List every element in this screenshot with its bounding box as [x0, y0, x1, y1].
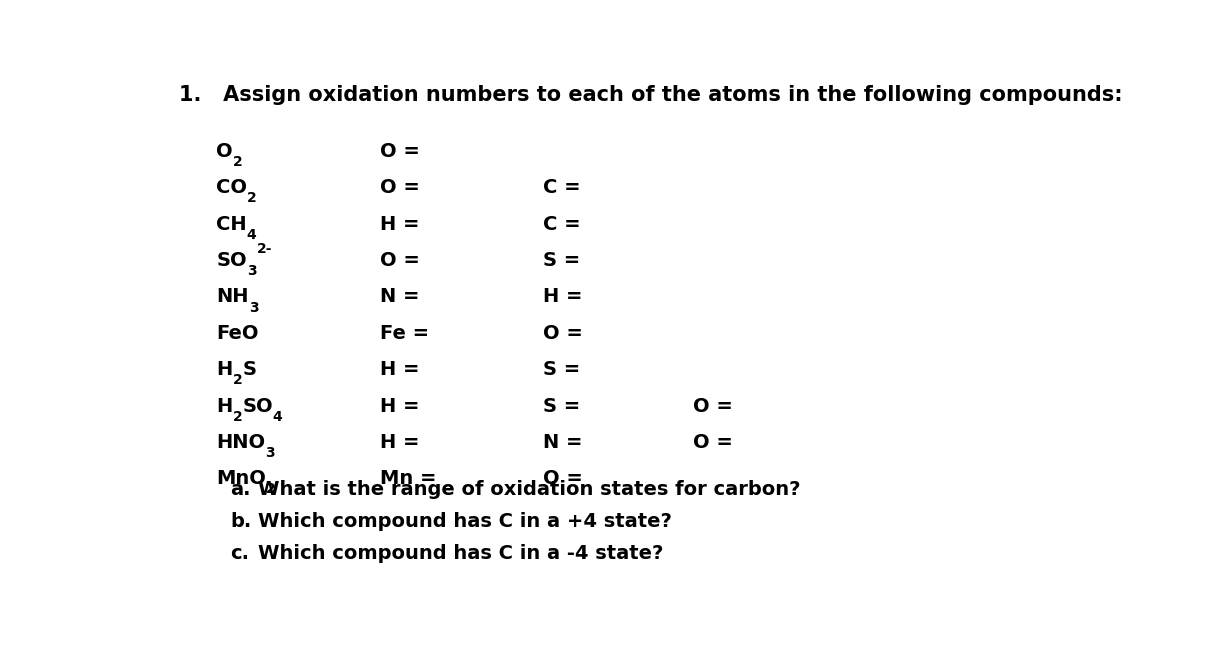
Text: H =: H = [380, 433, 420, 452]
Text: 3: 3 [265, 446, 275, 460]
Text: H =: H = [380, 397, 420, 416]
Text: b.: b. [230, 512, 251, 531]
Text: O =: O = [380, 251, 420, 270]
Text: What is the range of oxidation states for carbon?: What is the range of oxidation states fo… [258, 480, 801, 499]
Text: Mn =: Mn = [380, 469, 437, 488]
Text: c.: c. [230, 544, 250, 563]
Text: S =: S = [543, 397, 580, 416]
Text: 3: 3 [248, 300, 258, 315]
Text: O =: O = [380, 178, 420, 197]
Text: S: S [242, 360, 256, 379]
Text: O =: O = [543, 469, 584, 488]
Text: MnO: MnO [216, 469, 267, 488]
Text: O: O [216, 142, 233, 161]
Text: Which compound has C in a +4 state?: Which compound has C in a +4 state? [258, 512, 672, 531]
Text: 3: 3 [247, 264, 257, 278]
Text: H: H [216, 360, 233, 379]
Text: a.: a. [230, 480, 251, 499]
Text: 2: 2 [247, 192, 257, 205]
Text: N =: N = [543, 433, 582, 452]
Text: 4: 4 [247, 228, 257, 242]
Text: O =: O = [692, 433, 733, 452]
Text: 2: 2 [267, 482, 276, 497]
Text: O =: O = [543, 324, 584, 343]
Text: SO: SO [242, 397, 273, 416]
Text: 2: 2 [233, 373, 242, 387]
Text: 2-: 2- [257, 243, 271, 256]
Text: SO: SO [216, 251, 247, 270]
Text: 4: 4 [273, 410, 282, 424]
Text: C =: C = [543, 178, 581, 197]
Text: O =: O = [380, 142, 420, 161]
Text: 1.   Assign oxidation numbers to each of the atoms in the following compounds:: 1. Assign oxidation numbers to each of t… [178, 85, 1123, 106]
Text: S =: S = [543, 360, 580, 379]
Text: C =: C = [543, 215, 581, 234]
Text: CH: CH [216, 215, 247, 234]
Text: H =: H = [543, 287, 582, 306]
Text: O =: O = [692, 397, 733, 416]
Text: Which compound has C in a -4 state?: Which compound has C in a -4 state? [258, 544, 663, 563]
Text: Fe =: Fe = [380, 324, 429, 343]
Text: FeO: FeO [216, 324, 258, 343]
Text: S =: S = [543, 251, 580, 270]
Text: CO: CO [216, 178, 247, 197]
Text: H =: H = [380, 215, 420, 234]
Text: 2: 2 [233, 155, 242, 169]
Text: H: H [216, 397, 233, 416]
Text: NH: NH [216, 287, 248, 306]
Text: H =: H = [380, 360, 420, 379]
Text: HNO: HNO [216, 433, 265, 452]
Text: 2: 2 [233, 410, 242, 424]
Text: N =: N = [380, 287, 420, 306]
